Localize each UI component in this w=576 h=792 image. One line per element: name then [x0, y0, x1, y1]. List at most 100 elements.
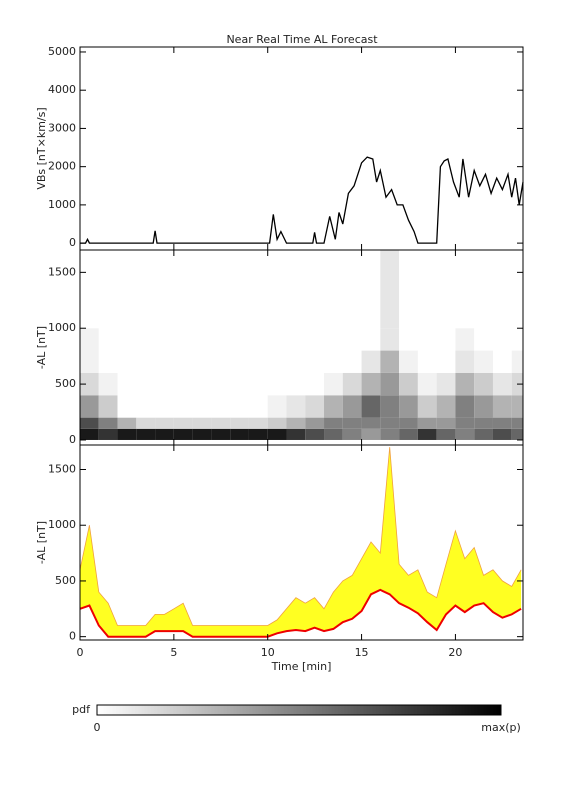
pdf-cell — [342, 428, 362, 440]
pdf-cell — [192, 395, 212, 418]
forecast-band — [80, 447, 522, 637]
pdf-cell — [492, 428, 512, 440]
y-axis-label: VBs [nT×km/s] — [35, 107, 48, 189]
pdf-cell — [211, 417, 231, 429]
pdf-cell — [474, 428, 493, 440]
pdf-cell — [455, 350, 475, 373]
pdf-cell — [173, 250, 193, 329]
y-tick-label: 0 — [69, 236, 76, 249]
pdf-cell — [173, 350, 193, 373]
pdf-cell — [267, 372, 287, 396]
pdf-cell — [173, 328, 193, 351]
pdf-cell — [80, 250, 99, 329]
pdf-cell — [342, 250, 362, 329]
pdf-cell — [248, 328, 268, 351]
pdf-cell — [324, 395, 343, 418]
pdf-cell — [117, 372, 137, 396]
pdf-cell — [211, 428, 231, 440]
y-axis-label: -AL [nT] — [35, 521, 48, 564]
colorbar-max: max(p) — [481, 721, 521, 734]
pdf-cell — [248, 428, 268, 440]
x-tick-label: 10 — [261, 646, 275, 659]
pdf-cell — [80, 350, 99, 373]
pdf-cell — [286, 395, 306, 418]
pdf-cell — [342, 417, 362, 429]
pdf-cell — [511, 395, 523, 418]
plot-frame — [79, 444, 524, 641]
pdf-cell — [436, 395, 456, 418]
pdf-cell — [380, 250, 400, 329]
pdf-cell — [492, 395, 512, 418]
y-tick-label: 1500 — [48, 463, 76, 476]
pdf-cell — [286, 428, 306, 440]
pdf-cell — [117, 417, 137, 429]
pdf-cell — [361, 428, 381, 440]
pdf-cell — [380, 395, 400, 418]
pdf-cell — [155, 328, 174, 351]
pdf-cell — [267, 428, 287, 440]
chart-title: Near Real Time AL Forecast — [226, 33, 378, 46]
pdf-cell — [155, 428, 174, 440]
pdf-cell — [455, 395, 475, 418]
pdf-cell — [267, 350, 287, 373]
pdf-cell — [286, 350, 306, 373]
pdf-cell — [80, 372, 99, 396]
pdf-cell — [380, 417, 400, 429]
pdf-cell — [80, 395, 99, 418]
pdf-cell — [305, 395, 325, 418]
pdf-cell — [361, 372, 381, 396]
x-tick-label: 5 — [170, 646, 177, 659]
y-tick-label: 5000 — [48, 45, 76, 58]
pdf-cell — [305, 428, 325, 440]
pdf-cell — [399, 395, 418, 418]
pdf-cell — [511, 250, 523, 329]
pdf-cell — [192, 372, 212, 396]
pdf-cell — [324, 328, 343, 351]
pdf-cell — [361, 328, 381, 351]
pdf-cell — [380, 350, 400, 373]
pdf-cell — [492, 250, 512, 329]
pdf-cell — [305, 328, 325, 351]
pdf-cell — [436, 372, 456, 396]
pdf-cell — [173, 428, 193, 440]
pdf-cell — [417, 250, 437, 329]
pdf-cell — [155, 395, 174, 418]
pdf-cell — [286, 372, 306, 396]
pdf-cell — [267, 328, 287, 351]
pdf-cell — [173, 395, 193, 418]
pdf-cell — [248, 350, 268, 373]
pdf-cell — [399, 417, 418, 429]
pdf-cell — [511, 350, 523, 373]
pdf-cell — [436, 328, 456, 351]
pdf-cell — [286, 328, 306, 351]
pdf-cell — [248, 395, 268, 418]
pdf-cell — [511, 417, 523, 429]
y-tick-label: 1000 — [48, 321, 76, 334]
pdf-cell — [474, 328, 493, 351]
pdf-cell — [492, 350, 512, 373]
pdf-cell — [324, 350, 343, 373]
pdf-cell — [211, 372, 231, 396]
pdf-cell — [474, 250, 493, 329]
y-tick-label: 0 — [69, 433, 76, 446]
pdf-cell — [211, 395, 231, 418]
pdf-cell — [230, 328, 249, 351]
pdf-cell — [361, 350, 381, 373]
pdf-cell — [342, 350, 362, 373]
pdf-cell — [361, 250, 381, 329]
pdf-cell — [455, 372, 475, 396]
pdf-cell — [211, 250, 231, 329]
pdf-cell — [324, 428, 343, 440]
pdf-cell — [136, 428, 156, 440]
pdf-cell — [136, 328, 156, 351]
pdf-cell — [511, 328, 523, 351]
pdf-cell — [417, 395, 437, 418]
pdf-cell — [192, 428, 212, 440]
pdf-cell — [248, 250, 268, 329]
pdf-cell — [80, 328, 99, 351]
pdf-cell — [305, 250, 325, 329]
pdf-cell — [361, 395, 381, 418]
x-axis-label: Time [min] — [271, 660, 332, 673]
